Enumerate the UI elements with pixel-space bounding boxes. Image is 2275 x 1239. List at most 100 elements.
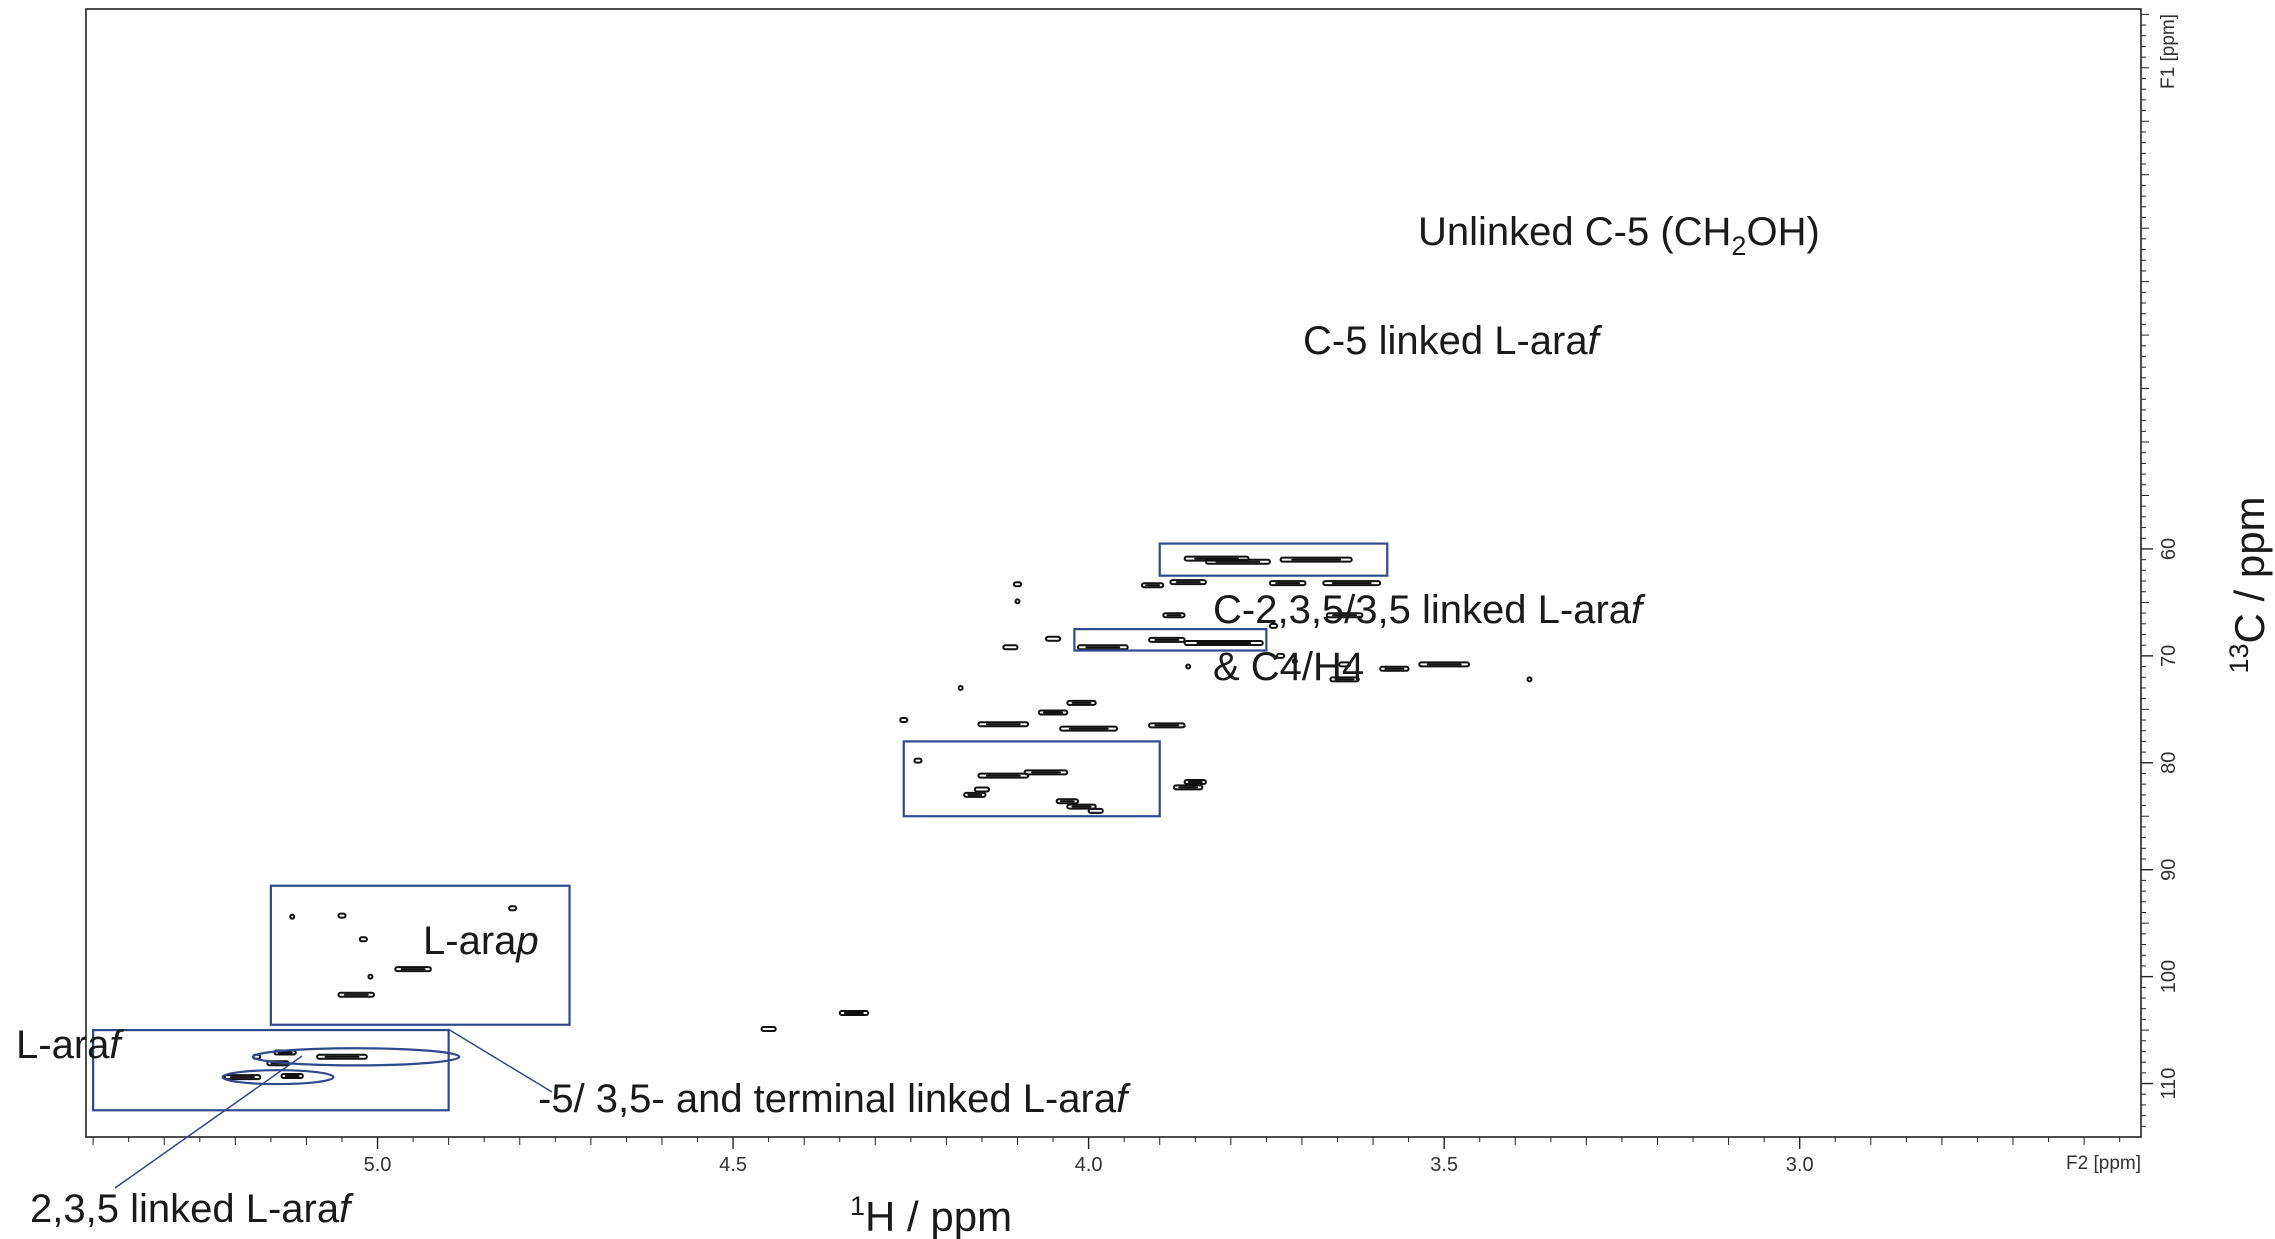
region-box	[92, 1028, 450, 1112]
region-box	[269, 884, 571, 1026]
peak-contour	[1526, 676, 1533, 683]
peak-contour-core	[1085, 646, 1121, 649]
peak-contour	[1002, 644, 1019, 651]
peak-contour	[1338, 661, 1351, 668]
annotation-l-arap: L-arap	[423, 919, 539, 963]
peak-contour	[1076, 644, 1129, 651]
peak-contour-core	[1334, 678, 1355, 681]
peak-contour	[1066, 803, 1097, 810]
region-box	[902, 740, 1161, 818]
peak-contour	[1059, 725, 1119, 732]
peak-contour	[1325, 612, 1364, 619]
peak-contour-core	[1426, 663, 1462, 666]
peak-contour	[367, 973, 374, 980]
peak-contour	[977, 772, 1030, 779]
peak-contour-core	[277, 1051, 293, 1054]
x-tick-label: 4.0	[1075, 1154, 1103, 1176]
annotation-l-araf: L-araf	[16, 1023, 124, 1067]
y-tick-label: 80	[2158, 752, 2180, 774]
regions-layer	[92, 542, 1389, 1112]
peak-contour	[358, 936, 368, 943]
peak-contour-core	[1145, 584, 1161, 587]
peak-contour	[1087, 807, 1104, 814]
peak-contour-core	[1154, 724, 1180, 727]
peak-contour	[838, 1009, 870, 1016]
x-axis-ticks: 5.0 4.5 4.0 3.5 3.0	[92, 1137, 2121, 1176]
peak-contour-core	[1291, 558, 1342, 561]
region-box	[1158, 542, 1389, 577]
peak-contour-core	[1178, 786, 1199, 789]
y-tick-label: 90	[2158, 859, 2180, 881]
annotation-c4h4: & C4/H4	[1213, 645, 1364, 689]
peak-contour-core	[1331, 582, 1372, 585]
peak-contour-core	[1175, 581, 1201, 584]
peak-contour	[316, 1053, 368, 1060]
peak-contour	[1148, 722, 1186, 729]
peak-contour	[1183, 640, 1264, 647]
annotation-terminal-linked: -5/ 3,5- and terminal linked L-araf	[538, 1077, 1131, 1121]
x-tick-label: 3.0	[1786, 1154, 1814, 1176]
peak-contour	[1148, 636, 1186, 643]
y-unit-label: F1 [ppm]	[2158, 14, 2179, 89]
peak-contour	[1185, 663, 1192, 670]
x-tick-label: 4.5	[719, 1154, 747, 1176]
peak-contour	[1183, 779, 1207, 786]
peak-contour	[1418, 661, 1471, 668]
peak-contour	[913, 757, 923, 764]
peak-contour	[1037, 709, 1069, 716]
region-box	[1073, 628, 1268, 652]
peak-contour	[1172, 784, 1204, 791]
peak-contour	[1066, 699, 1097, 706]
peak-contour	[1329, 676, 1360, 683]
x-tick-label: 5.0	[364, 1154, 392, 1176]
peak-contour-core	[1154, 638, 1180, 641]
peak-contour-core	[985, 774, 1021, 777]
region-ellipse	[252, 1047, 461, 1067]
peak-contour-core	[1196, 642, 1252, 645]
peak-contour	[1268, 622, 1279, 629]
y-tick-label: 100	[2158, 960, 2180, 993]
peak-contour-core	[324, 1055, 360, 1058]
peak-contour	[394, 966, 432, 973]
peak-contour	[1162, 612, 1186, 619]
peak-contour-core	[1384, 667, 1405, 670]
peak-contour-core	[284, 1075, 300, 1078]
peak-contour	[1012, 581, 1023, 588]
peaks-layer	[223, 555, 1533, 1081]
peak-contour-core	[343, 993, 369, 996]
peak-contour-core	[1166, 614, 1182, 617]
plot-frame	[85, 8, 2142, 1138]
peak-contour-core	[229, 1076, 255, 1079]
peak-contour	[337, 912, 347, 919]
peak-contour-core	[985, 723, 1021, 726]
peak-contour	[337, 991, 375, 998]
peak-contour-core	[1275, 582, 1301, 585]
peak-contour	[508, 905, 518, 912]
peak-contour	[1268, 580, 1307, 587]
peak-contour-core	[1215, 560, 1261, 563]
peak-contour	[280, 1073, 304, 1080]
annotation-235-linked: 2,3,5 linked L-araf	[30, 1187, 354, 1231]
x-axis-title: 1H / ppm	[850, 1191, 1012, 1239]
peak-contour-core	[400, 968, 426, 971]
peak-contour-core	[1031, 771, 1061, 774]
peak-contour	[1204, 558, 1271, 565]
peak-contour-core	[1068, 727, 1109, 730]
peak-contour-core	[1043, 711, 1064, 714]
peak-contour-core	[1187, 781, 1203, 784]
peak-contour	[1023, 769, 1069, 776]
peak-contour	[1169, 579, 1207, 586]
annotation-c235-linked: C-2,3,5/3,5 linked L-araf	[1213, 588, 1646, 632]
annotation-c5-linked: C-5 linked L-araf	[1303, 319, 1603, 363]
leader-line-terminal	[447, 1028, 553, 1093]
peak-contour	[899, 717, 909, 724]
peak-contour-core	[1071, 701, 1092, 704]
peak-contour-core	[1071, 805, 1092, 808]
peak-contour	[1291, 658, 1298, 665]
peak-contour-core	[1332, 614, 1358, 617]
x-axis-title-sup: 1	[850, 1191, 865, 1221]
peak-contour	[1279, 556, 1353, 563]
y-axis-title: 13C / ppm	[2224, 496, 2273, 673]
peak-contour	[223, 1074, 262, 1081]
